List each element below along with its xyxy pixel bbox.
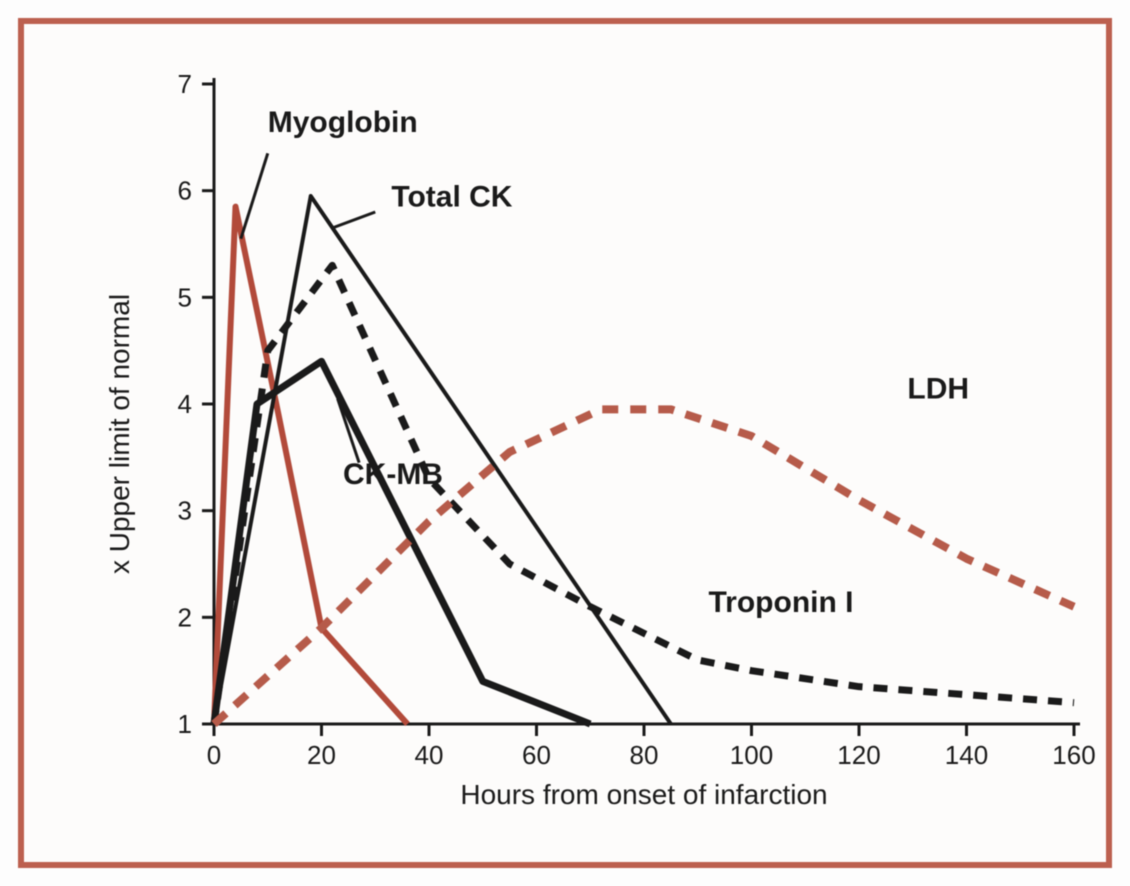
total_ck-label: Total CK [391,181,512,214]
y-tick-label: 5 [178,282,192,312]
total_ck-leader [332,212,375,228]
page-container: 1 2 3 4 5 6 7 0 20 40 60 80 100 120 140 160 Myoglobin To… [0,0,1130,886]
x-tick-label: 80 [630,740,659,770]
x-tick-label: 100 [730,740,773,770]
y-axis-label: x Upper limit of normal [104,294,135,574]
x-tick-label: 120 [837,740,880,770]
y-tick-label: 4 [178,389,192,419]
x-axis-label: Hours from onset of infarction [460,779,827,810]
y-tick-label: 2 [178,602,192,632]
chart-frame: 1 2 3 4 5 6 7 0 20 40 60 80 100 120 140 160 Myoglobin To… [18,18,1112,868]
x-tick-label: 20 [307,740,336,770]
ldh-label: LDH [907,373,969,406]
y-tick-label: 1 [178,709,192,739]
y-tick-label: 7 [178,69,192,99]
axes-group: 1 2 3 4 5 6 7 0 20 40 60 80 100 120 140 160 [178,69,1096,770]
x-tick-label: 140 [945,740,988,770]
ldh-line [214,409,1074,724]
x-tick-label: 40 [415,740,444,770]
x-tick-label: 60 [522,740,551,770]
biomarker-chart: 1 2 3 4 5 6 7 0 20 40 60 80 100 120 140 160 Myoglobin To… [24,24,1106,862]
y-tick-label: 3 [178,496,192,526]
troponin_i-label: Troponin I [709,586,854,619]
series-labels-group: MyoglobinTotal CKTroponin ICK-MBLDH [241,106,969,619]
x-tick-label: 160 [1052,740,1095,770]
myoglobin-leader [241,153,268,238]
x-tick-label: 0 [207,740,221,770]
myoglobin-label: Myoglobin [268,106,418,139]
y-tick-label: 6 [178,176,192,206]
